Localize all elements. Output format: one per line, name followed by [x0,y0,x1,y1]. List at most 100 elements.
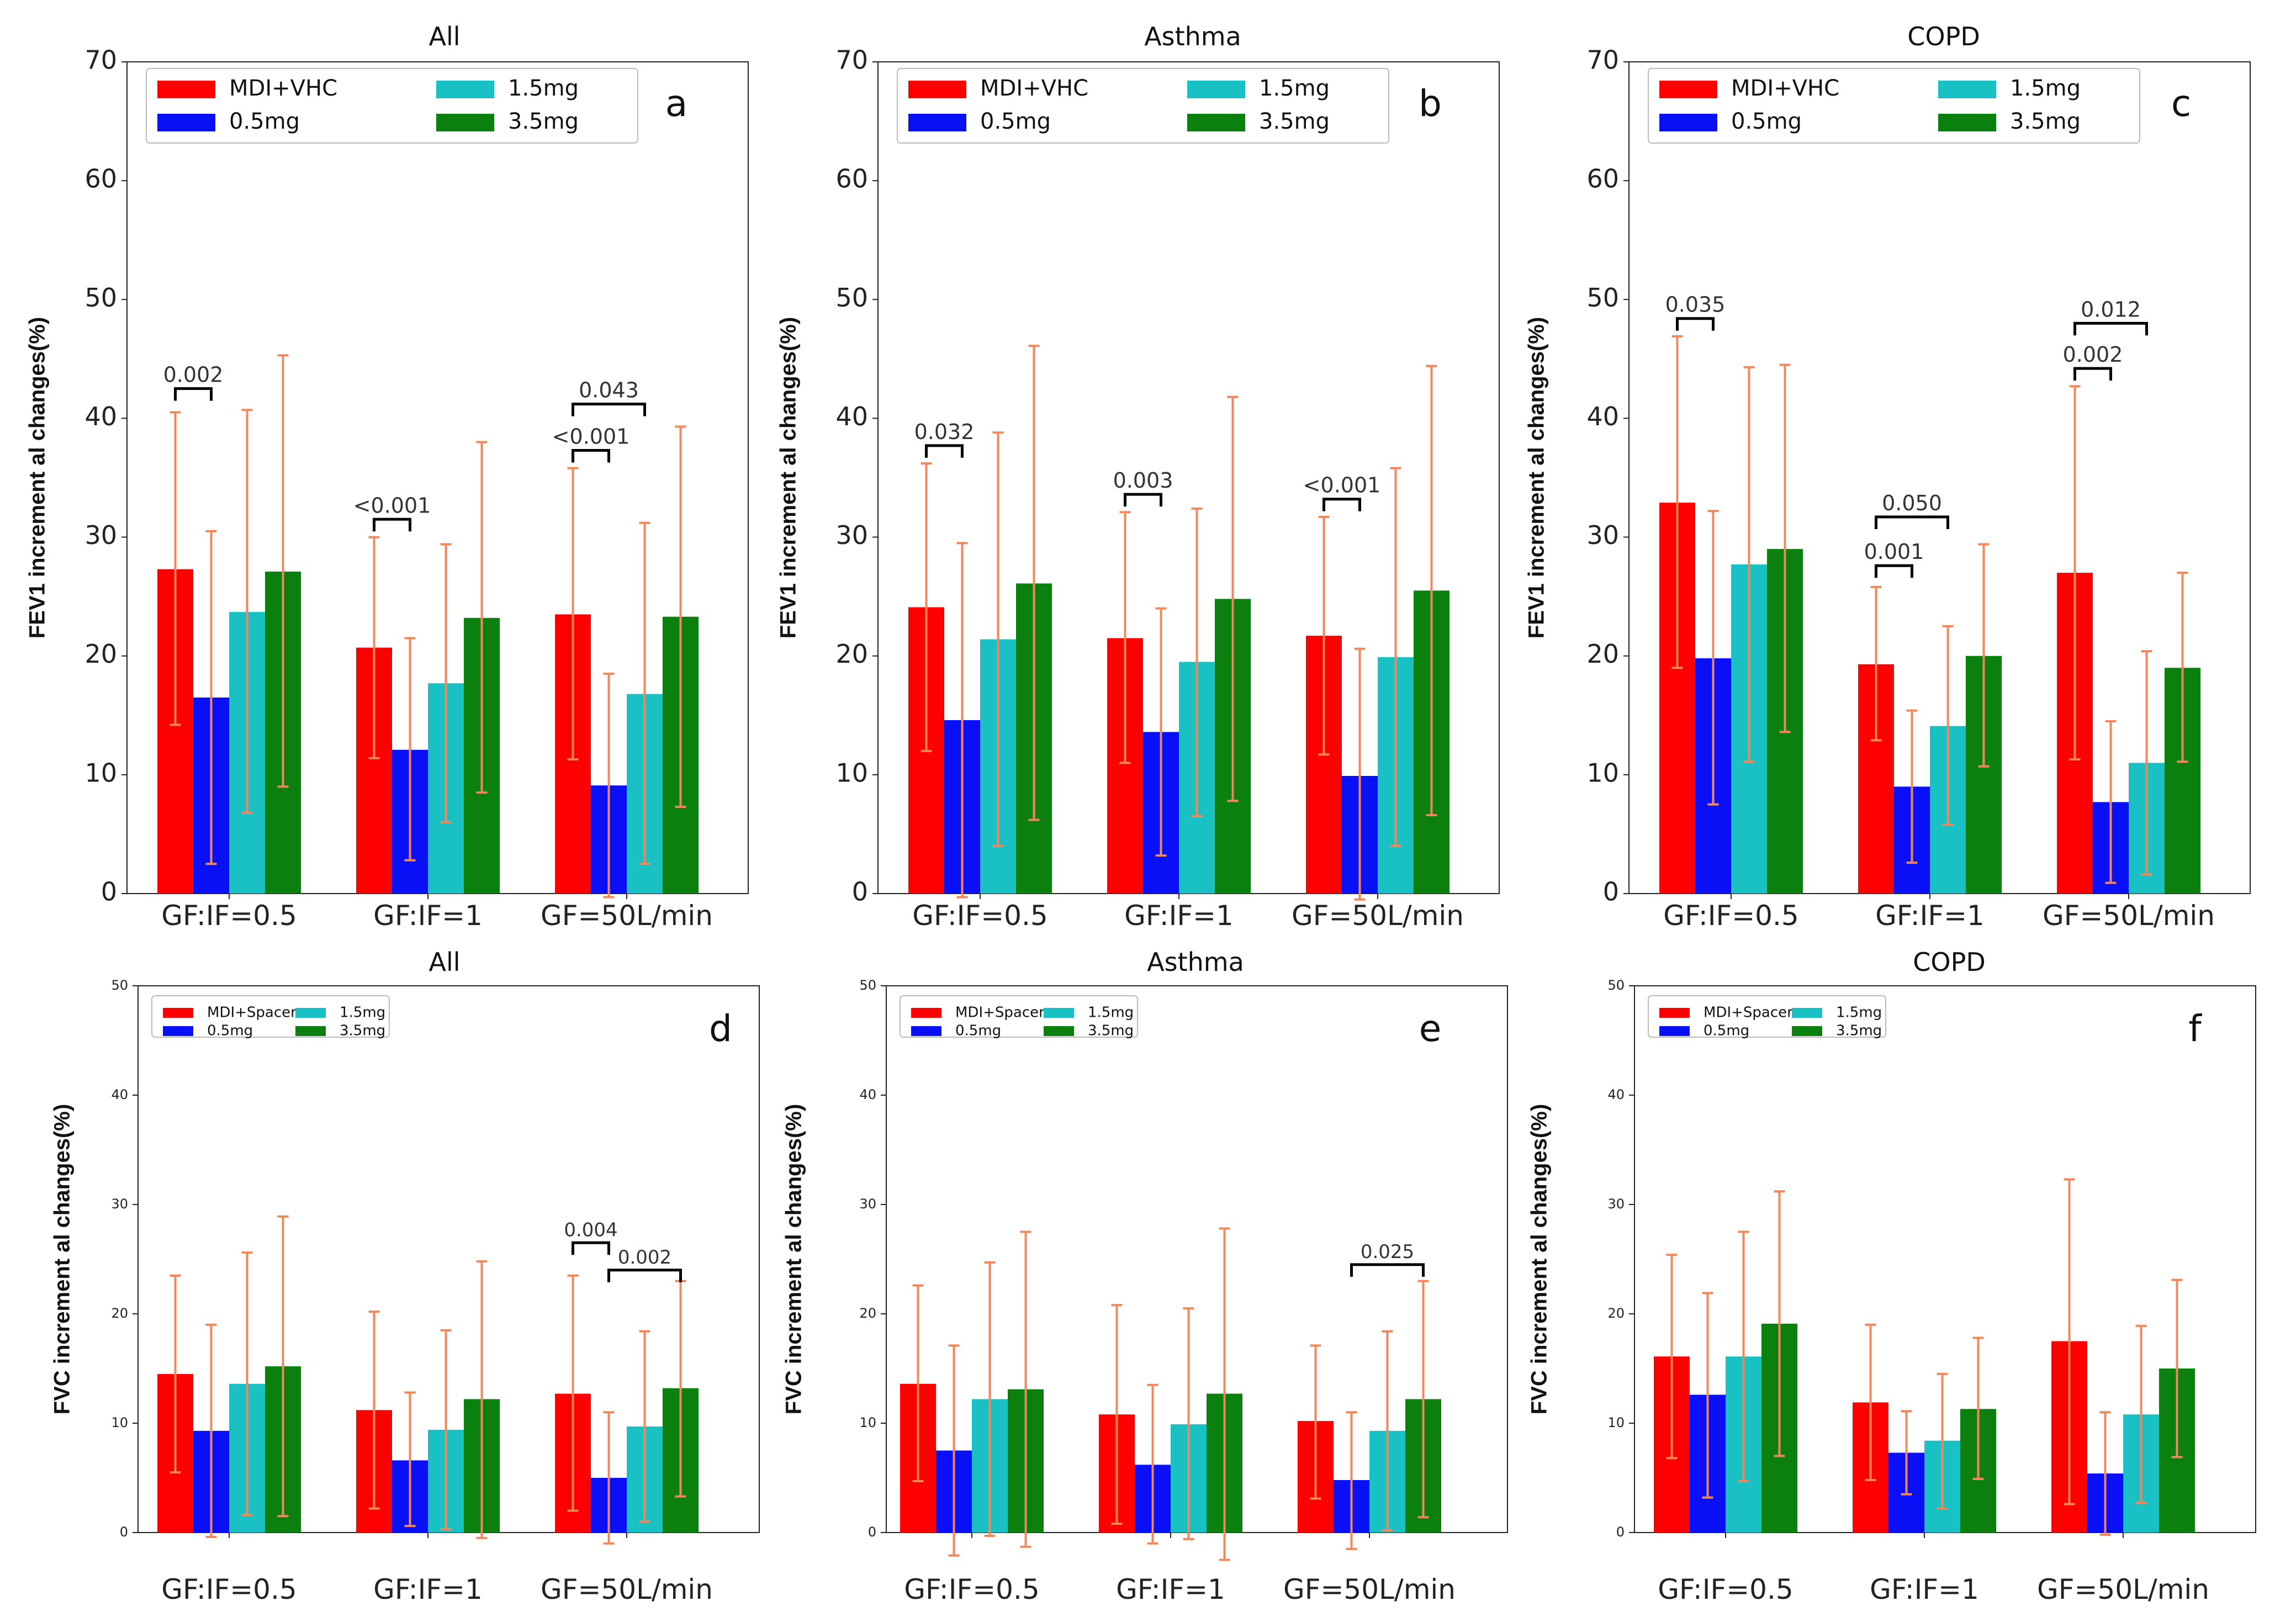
legend-label: 3.5mg [340,1023,385,1039]
panel-f: COPD f FVC increment al changes(%) 0 10 20 30 4… [1527,947,2256,1605]
y-tick-label: 20 [1586,639,1619,669]
y-tick-label: 60 [84,164,117,194]
legend-swatch [157,114,215,131]
p-value-label: 0.035 [1665,293,1726,317]
x-tick-label: GF:IF=1 [1875,900,1985,932]
p-value-label: 0.043 [579,378,639,403]
legend-box [897,68,1389,144]
panel-title: All [428,22,460,51]
panel-title: Asthma [1147,947,1244,977]
p-value-label: 0.025 [1361,1241,1414,1263]
legend-label: MDI+Spacer [955,1005,1045,1021]
y-tick-label: 10 [835,758,868,788]
x-tick-label: GF:IF=1 [1870,1573,1979,1605]
y-tick-label: 20 [1607,1306,1625,1321]
panel-letter: d [709,1007,732,1050]
significance-bracket [572,1241,610,1255]
legend-label: MDI+VHC [1731,76,1839,101]
legend-swatch [157,81,215,98]
panel-c: COPD c FEV1 increment al changes(%) 0 10 20 30… [1525,22,2251,932]
legend-swatch [163,1026,193,1036]
panel-title: Asthma [1144,22,1241,51]
y-tick-label: 50 [84,283,117,313]
legend-label: 1.5mg [508,76,579,101]
y-tick-label: 30 [111,1196,128,1212]
x-tick-label: GF:IF=0.5 [904,1573,1039,1605]
legend-box [146,68,638,144]
x-tick-label: GF=50L/min [541,900,713,932]
x-tick-label: GF:IF=0.5 [161,900,297,932]
significance-bracket [1875,515,1949,529]
panel-letter: c [2171,82,2191,125]
legend-label: MDI+VHC [980,76,1088,101]
p-value-label: <0.001 [353,493,431,517]
significance-bracket [607,1269,682,1282]
y-tick-label: 40 [1586,401,1619,431]
y-tick-label: 40 [84,401,117,431]
y-tick-label: 50 [1586,283,1619,313]
panel-a: All a FEV1 increment al changes(%) 0 10 20 30 4… [25,22,749,932]
significance-bracket [1676,317,1715,331]
y-tick-label: 10 [111,1415,128,1430]
legend-swatch [436,114,494,131]
y-tick-label: 0 [101,877,117,907]
y-tick-label: 20 [835,639,868,669]
x-tick-label: GF:IF=0.5 [912,900,1048,932]
legend-label: 0.5mg [207,1023,253,1039]
legend-swatch [1938,81,1996,98]
y-tick-label: 0 [852,877,868,907]
panel-letter: b [1419,82,1442,125]
y-tick-label: 30 [84,520,117,550]
p-value-label: 0.002 [2063,342,2123,367]
legend-swatch [1938,114,1996,131]
y-tick-label: 0 [1616,1524,1625,1540]
y-tick-label: 70 [1586,45,1619,75]
legend-swatch [163,1008,193,1018]
legend-label: 1.5mg [2010,76,2081,101]
y-axis-label: FVC increment al changes(%) [782,1104,806,1414]
panel-e: Asthma e FVC increment al changes(%) 0 10 20 3… [782,947,1508,1605]
significance-bracket [1322,498,1361,511]
legend-swatch [1792,1008,1822,1018]
y-axis-label: FVC increment al changes(%) [1527,1104,1552,1414]
x-tick-label: GF=50L/min [541,1573,713,1605]
legend-label: 0.5mg [980,109,1051,134]
p-value-label: 0.002 [618,1246,671,1269]
legend-swatch [1044,1026,1074,1036]
y-tick-label: 0 [120,1524,128,1540]
x-tick-label: GF=50L/min [2037,1573,2209,1605]
legend-label: 3.5mg [1088,1023,1134,1039]
x-tick-label: GF:IF=0.5 [1663,900,1798,932]
y-tick-label: 30 [1607,1196,1625,1212]
legend-swatch [1659,1008,1690,1018]
y-tick-label: 30 [859,1196,876,1212]
legend-swatch [1187,114,1245,131]
panel-title: COPD [1907,22,1980,51]
y-axis-label: FVC increment al changes(%) [50,1104,75,1414]
y-axis-label: FEV1 increment al changes(%) [1525,317,1549,638]
legend-swatch [911,1008,941,1018]
legend-box [1648,995,1886,1038]
x-tick-label: GF:IF=1 [373,900,483,932]
panel-title: COPD [1913,947,1986,977]
y-tick-label: 10 [1586,758,1619,788]
x-tick-label: GF:IF=0.5 [161,1573,297,1605]
legend-label: 3.5mg [1259,109,1330,134]
y-tick-label: 50 [835,283,868,313]
legend-box [900,995,1138,1038]
legend-label: 3.5mg [508,109,579,134]
legend-swatch [1187,81,1245,98]
legend-swatch [1792,1026,1822,1036]
y-tick-label: 0 [1603,877,1619,907]
x-tick-label: GF=50L/min [1292,900,1464,932]
x-tick-label: GF=50L/min [2043,900,2215,932]
significance-bracket [2073,321,2148,336]
legend-label: 3.5mg [2010,109,2081,134]
p-value-label: 0.002 [163,363,224,387]
p-value-label: 0.003 [1113,468,1173,493]
x-tick-label: GF:IF=1 [1116,1573,1225,1605]
legend-swatch [911,1026,941,1036]
y-tick-label: 20 [859,1306,876,1321]
y-tick-label: 40 [835,401,868,431]
